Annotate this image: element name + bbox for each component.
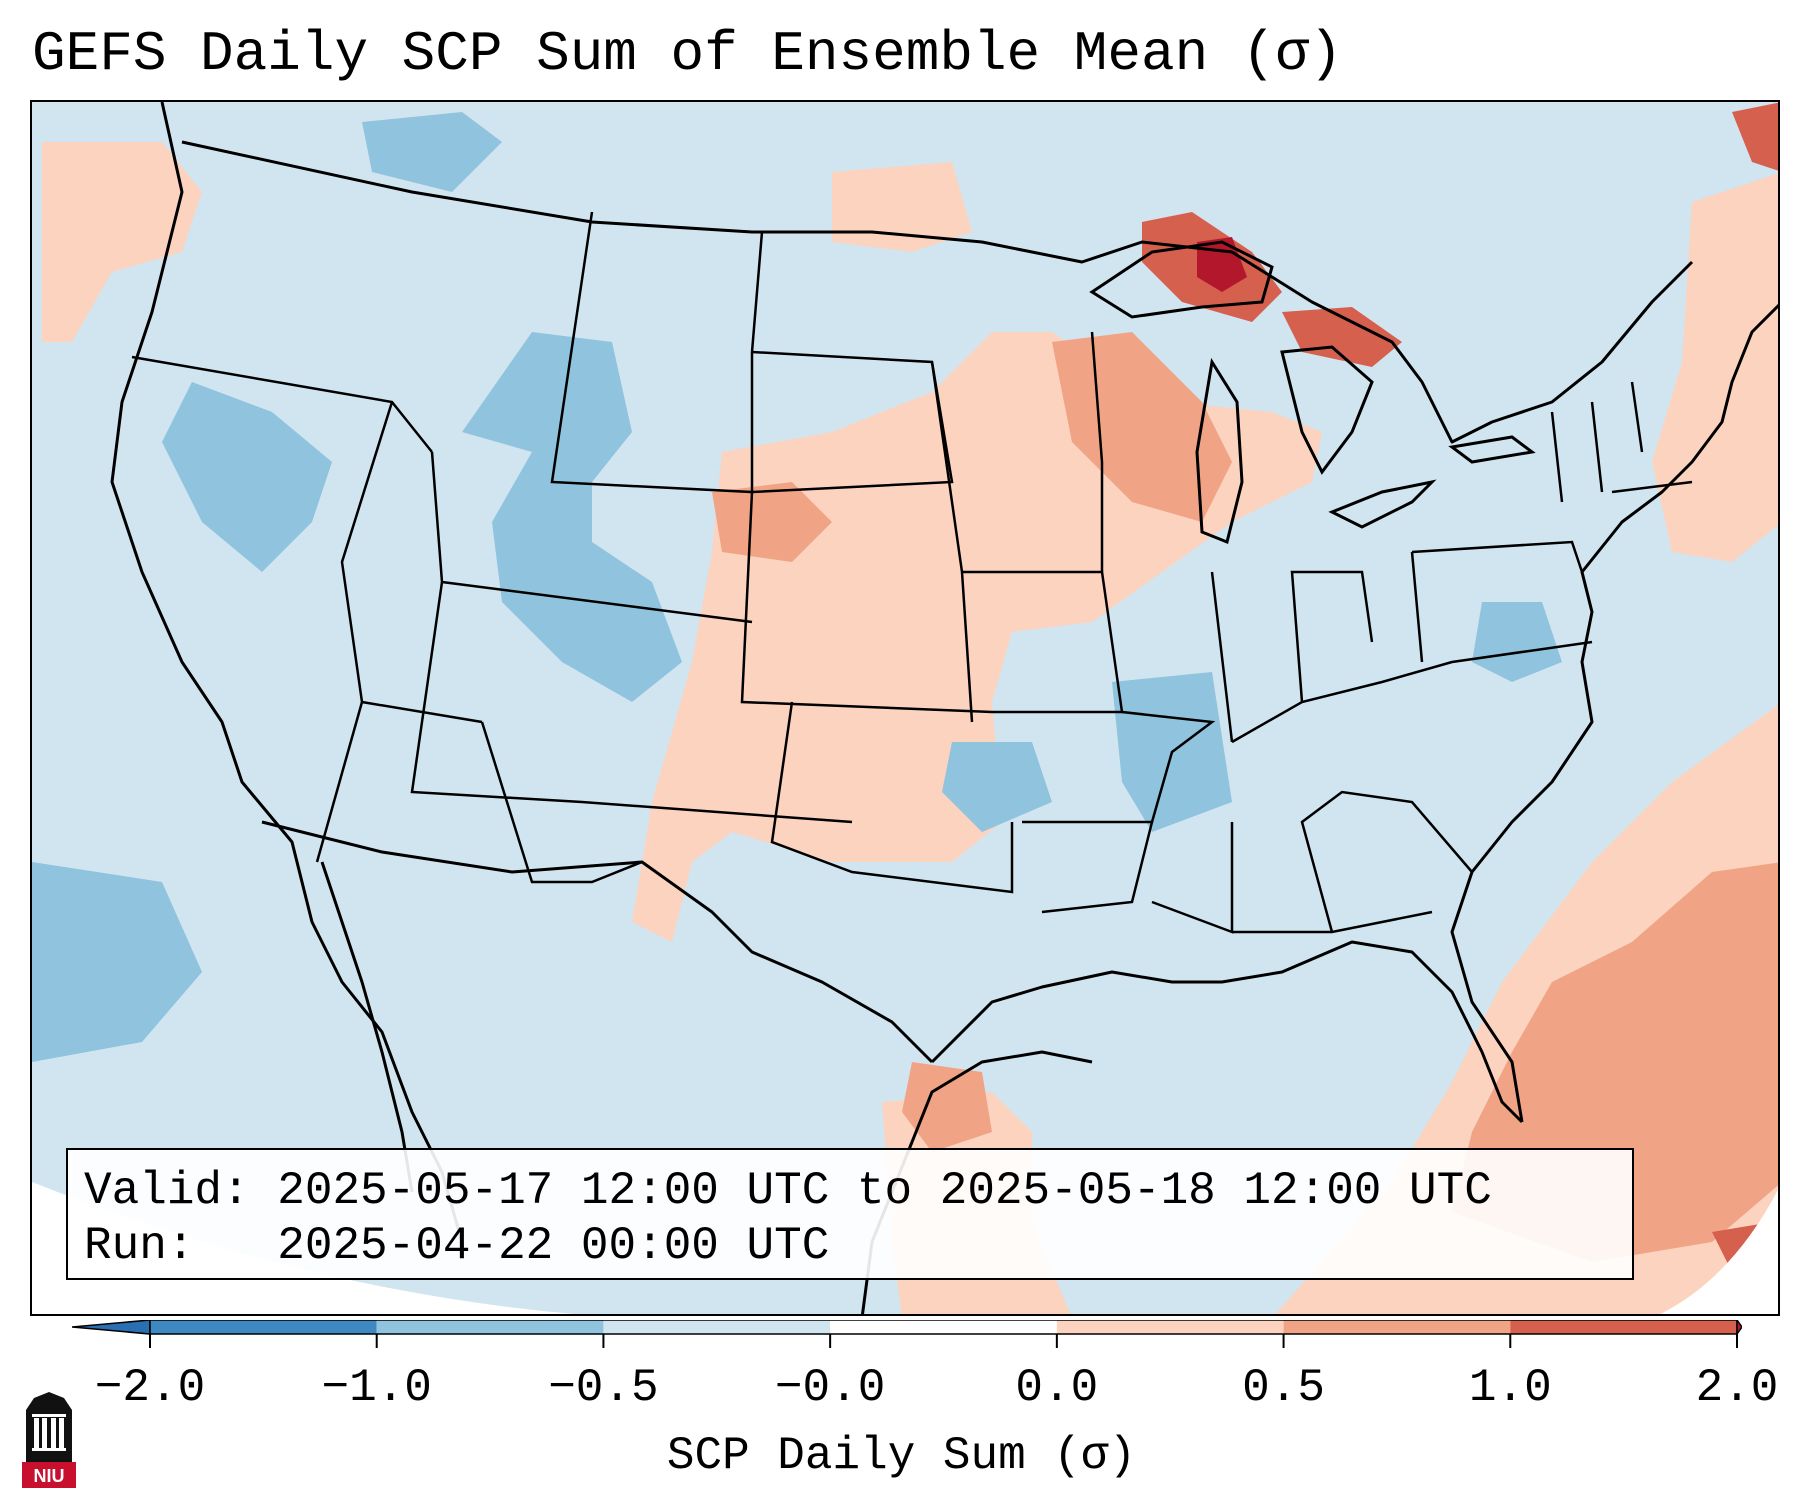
niu-logo: NIU [22,1392,76,1488]
great-lakes [1089,240,1536,545]
anomaly-pacific-northwest [42,142,202,342]
anomaly-wisconsin [1052,332,1232,522]
map-panel [30,100,1780,1316]
lake-ontario [1448,435,1536,464]
colorbar-bin [1510,1320,1737,1334]
negative-anomaly-field [32,112,1562,1062]
us-gulf-coast [930,940,1524,1124]
colorbar-bin [603,1320,831,1334]
anomaly-colorado-utah [462,332,682,702]
lake-superior [1089,240,1274,319]
colorbar-ticks [149,1334,1738,1348]
colorbar-tick-label: 0.5 [1242,1362,1325,1414]
anomaly-carolinas [1472,602,1562,682]
outside-projection-area [32,1182,1778,1314]
colorbar-tick-label: −1.0 [321,1362,432,1414]
lake-erie [1328,479,1437,529]
baja-california [320,861,414,1193]
colorbar-bins [149,1320,1738,1335]
east-coast [1450,303,1778,1123]
anomaly-eastern-pacific [32,862,202,1062]
map-title: GEFS Daily SCP Sum of Ensemble Mean (σ) [32,22,1343,86]
anomaly-dakota-patch [832,162,972,252]
anomaly-idaho-montana [362,112,502,192]
anomaly-texas-coast [902,1062,992,1152]
map-canvas [32,102,1778,1314]
anomaly-north-texas [942,742,1052,832]
colorbar-bin [830,1320,1057,1334]
colorbar-label: SCP Daily Sum (σ) [666,1430,1137,1482]
lake-michigan [1195,357,1244,545]
valid-time-text: Valid: 2025-05-17 12:00 UTC to 2025-05-1… [84,1165,1492,1217]
colorbar-tick-label: 0.0 [1015,1362,1099,1414]
lake-huron [1280,345,1374,475]
anomaly-kansas [712,482,832,562]
canada-us-border [181,140,1694,444]
colorbar-tick-label: 1.0 [1468,1362,1552,1414]
colorbar-bin [1056,1320,1284,1334]
colorbar-over-extension [1736,1320,1742,1337]
anomaly-northeast [1652,173,1778,562]
state-boundaries [131,211,1693,934]
run-time-text: Run: 2025-04-22 00:00 UTC [84,1220,830,1272]
niu-logo-badge [22,1462,76,1488]
anomaly-nevada-oregon [162,382,332,572]
colorbar-under-extension [72,1320,151,1335]
colorbar-bin [376,1320,604,1334]
colorbar-tick-label: −0.0 [774,1362,886,1414]
anomaly-northern-lake-huron [1282,307,1402,367]
anomaly-gulf-of-maine [1732,102,1778,171]
colorbar [72,1320,1742,1348]
colorbar-tick-label: 2.0 [1695,1362,1779,1414]
mexico-us-border [261,820,934,1064]
colorbar-tick-label: −0.5 [548,1362,659,1414]
niu-logo-text: NIU [34,1466,65,1486]
colorbar-tick-label: −2.0 [94,1362,206,1414]
colorbar-bin [150,1320,377,1334]
colorbar-bin [1283,1320,1511,1334]
valid-run-info-box: Valid: 2025-05-17 12:00 UTC to 2025-05-1… [66,1148,1634,1280]
